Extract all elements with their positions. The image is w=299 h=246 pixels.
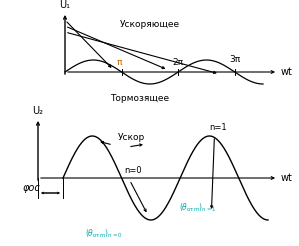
Text: $(\theta_{\rm o\tau m})_{n=1}$: $(\theta_{\rm o\tau m})_{n=1}$ (179, 202, 216, 214)
Text: π: π (117, 58, 122, 67)
Text: Тормозящее: Тормозящее (110, 94, 169, 103)
Text: φос: φос (23, 183, 41, 193)
Text: U₁: U₁ (60, 0, 71, 10)
Text: $(\theta_{\rm o\tau m})_{n=0}$: $(\theta_{\rm o\tau m})_{n=0}$ (85, 228, 123, 240)
Text: wt: wt (281, 67, 293, 77)
Text: Ускоряющее: Ускоряющее (120, 20, 180, 29)
Text: 2π: 2π (173, 58, 184, 67)
Text: 3π: 3π (229, 55, 240, 64)
Text: n=1: n=1 (209, 123, 227, 132)
Text: Ускор: Ускор (118, 133, 145, 142)
Text: n=0: n=0 (125, 166, 142, 175)
Text: wt: wt (281, 173, 293, 183)
Text: U₂: U₂ (33, 106, 43, 116)
